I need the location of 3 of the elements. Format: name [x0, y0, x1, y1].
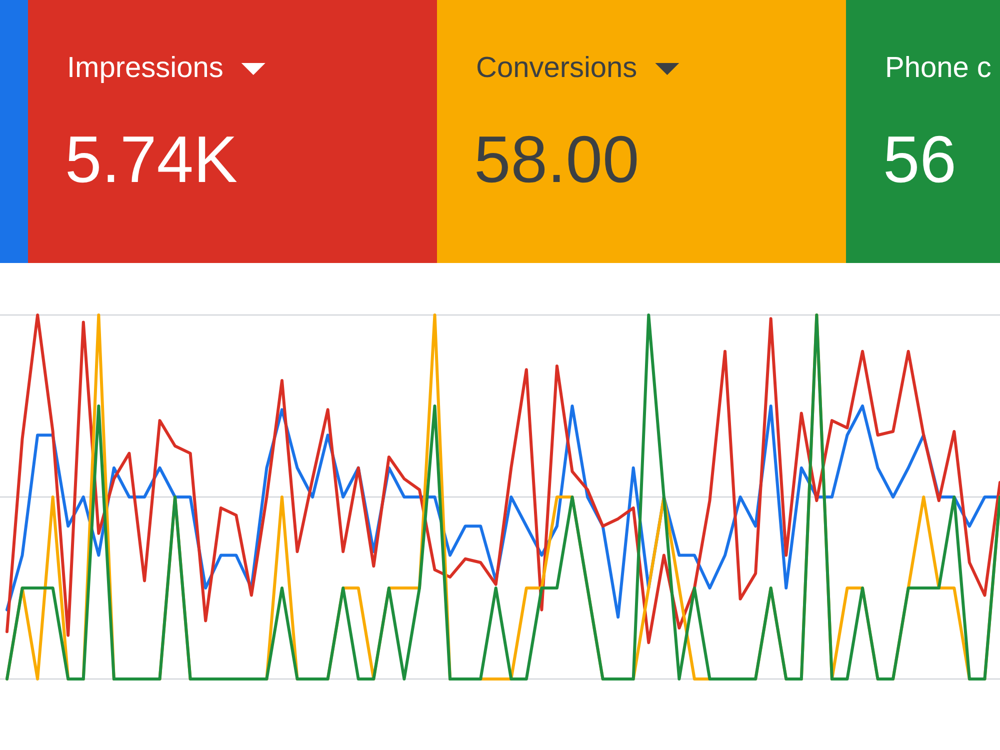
- metric-card: Impressions 5.74K: [28, 0, 437, 263]
- metric-card: Phone c 56: [846, 0, 1000, 263]
- metric-card: Conversions 58.00: [437, 0, 846, 263]
